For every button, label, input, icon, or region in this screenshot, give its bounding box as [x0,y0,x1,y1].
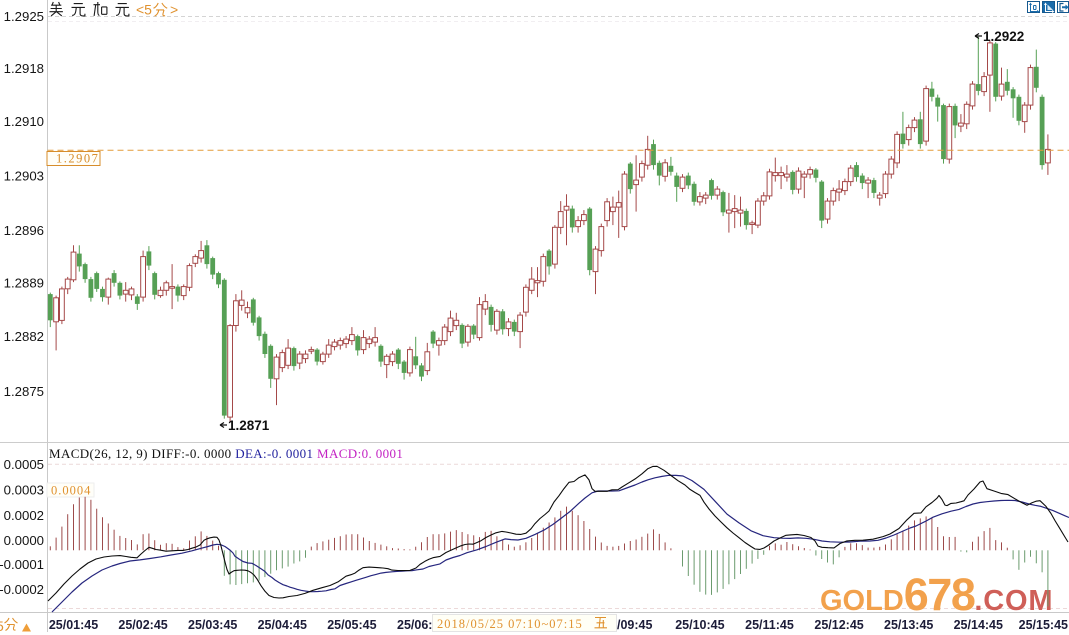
svg-text:25/06:: 25/06: [397,618,432,632]
svg-text:1.2875: 1.2875 [4,384,44,399]
svg-text:25/10:45: 25/10:45 [675,618,724,632]
svg-text:0.0000: 0.0000 [4,533,44,548]
svg-text:5: 5 [0,618,4,634]
svg-text:0.0002: 0.0002 [4,508,44,523]
svg-text:25/03:45: 25/03:45 [188,618,237,632]
svg-text:1.2910: 1.2910 [4,114,44,129]
svg-text:1.2918: 1.2918 [4,61,44,76]
svg-text:1.2925: 1.2925 [4,9,44,24]
svg-text:25/04:45: 25/04:45 [258,618,307,632]
svg-text:MACD(26, 12, 9) DIFF:-0. 0000: MACD(26, 12, 9) DIFF:-0. 0000 DEA:-0. 00… [49,446,403,461]
svg-text:2018/05/25 07:10~07:15: 2018/05/25 07:10~07:15 [437,617,583,631]
svg-text:25/01:45: 25/01:45 [49,618,98,632]
svg-text:1.2922: 1.2922 [983,29,1024,44]
svg-text:0.0003: 0.0003 [4,482,44,497]
svg-text:25/14:45: 25/14:45 [954,618,1003,632]
svg-text:0.0004: 0.0004 [51,484,91,498]
svg-text:<5: <5 [136,2,152,18]
svg-text:-0.0002: -0.0002 [0,582,44,597]
svg-text:1.2896: 1.2896 [4,223,44,238]
svg-text:25/15:45: 25/15:45 [1019,618,1068,632]
svg-text:25/05:45: 25/05:45 [327,618,376,632]
svg-text:25/13:45: 25/13:45 [884,618,933,632]
svg-text:1.2889: 1.2889 [4,276,44,291]
svg-text:1.2871: 1.2871 [228,418,270,433]
svg-text:25/11:45: 25/11:45 [745,618,794,632]
svg-text:1.2903: 1.2903 [4,169,44,184]
svg-text:25/12:45: 25/12:45 [814,618,863,632]
svg-text:0.0005: 0.0005 [4,457,44,472]
svg-text:25/02:45: 25/02:45 [118,618,167,632]
svg-text:/09:45: /09:45 [617,618,652,632]
svg-text:-0.0001: -0.0001 [0,557,44,572]
svg-text:1.2882: 1.2882 [4,329,44,344]
svg-text:1.2907: 1.2907 [56,152,99,166]
svg-text:>: > [170,2,178,18]
